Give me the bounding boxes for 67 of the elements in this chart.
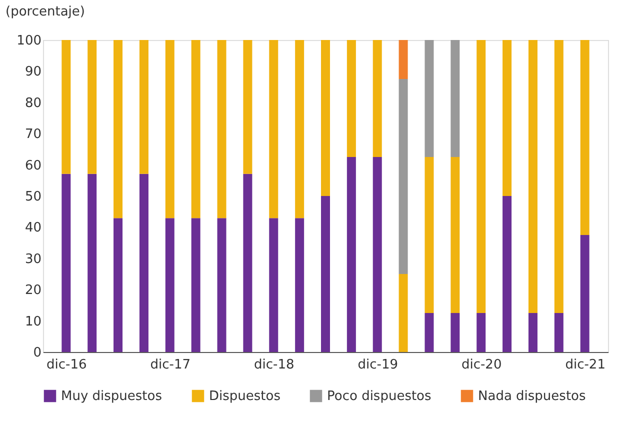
bar xyxy=(321,40,330,196)
bar xyxy=(243,40,252,174)
bar xyxy=(88,174,97,352)
legend-label: Poco dispuestos xyxy=(327,389,432,404)
bar xyxy=(450,313,460,352)
bar xyxy=(398,274,408,352)
x-tick-label: dic-19 xyxy=(358,358,398,372)
bar xyxy=(139,40,148,174)
y-axis-title: (porcentaje) xyxy=(6,4,85,20)
bar xyxy=(580,235,590,352)
bar xyxy=(269,218,278,352)
bar xyxy=(165,218,174,352)
bar xyxy=(424,157,434,313)
bar xyxy=(269,40,278,218)
x-tick-label: dic-20 xyxy=(461,358,502,372)
bar xyxy=(321,196,330,352)
y-tick-label: 100 xyxy=(16,34,42,48)
bar xyxy=(580,40,590,235)
bar xyxy=(217,40,226,218)
legend-label: Dispuestos xyxy=(209,389,281,404)
bar xyxy=(398,40,408,79)
x-tick-label: dic-17 xyxy=(150,358,191,372)
bar xyxy=(528,40,538,313)
bar xyxy=(217,218,226,352)
bar xyxy=(62,40,71,174)
y-tick-label: 70 xyxy=(24,127,42,142)
bar xyxy=(295,218,304,352)
bar xyxy=(554,313,564,352)
bar xyxy=(554,40,564,313)
y-tick-label: 40 xyxy=(24,220,42,236)
bar xyxy=(424,40,434,157)
legend-label: Muy dispuestos xyxy=(61,389,162,404)
bar xyxy=(243,174,252,352)
bar xyxy=(62,174,71,352)
bar xyxy=(191,218,200,352)
bar xyxy=(346,40,356,157)
bar xyxy=(114,40,123,218)
bar xyxy=(528,313,538,352)
bar xyxy=(450,40,460,157)
y-tick-label: 0 xyxy=(33,346,42,360)
bar xyxy=(139,174,148,352)
bar xyxy=(346,157,356,352)
bar xyxy=(165,40,174,218)
bar xyxy=(398,79,408,274)
y-tick-label: 90 xyxy=(24,64,42,80)
bar xyxy=(502,196,512,352)
legend-label: Nada dispuestos xyxy=(478,389,586,404)
bar xyxy=(476,40,486,313)
bar xyxy=(372,157,382,352)
y-tick-label: 30 xyxy=(24,252,42,267)
bar xyxy=(88,40,97,174)
bar xyxy=(476,313,486,352)
x-tick-label: dic-18 xyxy=(254,358,294,372)
y-tick-label: 10 xyxy=(24,314,42,330)
x-tick-label: dic-16 xyxy=(46,358,87,372)
y-tick-label: 20 xyxy=(24,283,42,298)
bar xyxy=(372,40,382,157)
y-tick-label: 80 xyxy=(24,96,42,111)
x-tick-label: dic-21 xyxy=(565,358,606,372)
bar xyxy=(502,40,512,196)
bar xyxy=(424,313,434,352)
bar xyxy=(295,40,304,218)
bar xyxy=(450,157,460,313)
bar xyxy=(191,40,200,218)
y-tick-label: 60 xyxy=(24,158,42,174)
bar xyxy=(114,218,123,352)
y-tick-label: 50 xyxy=(24,190,42,204)
